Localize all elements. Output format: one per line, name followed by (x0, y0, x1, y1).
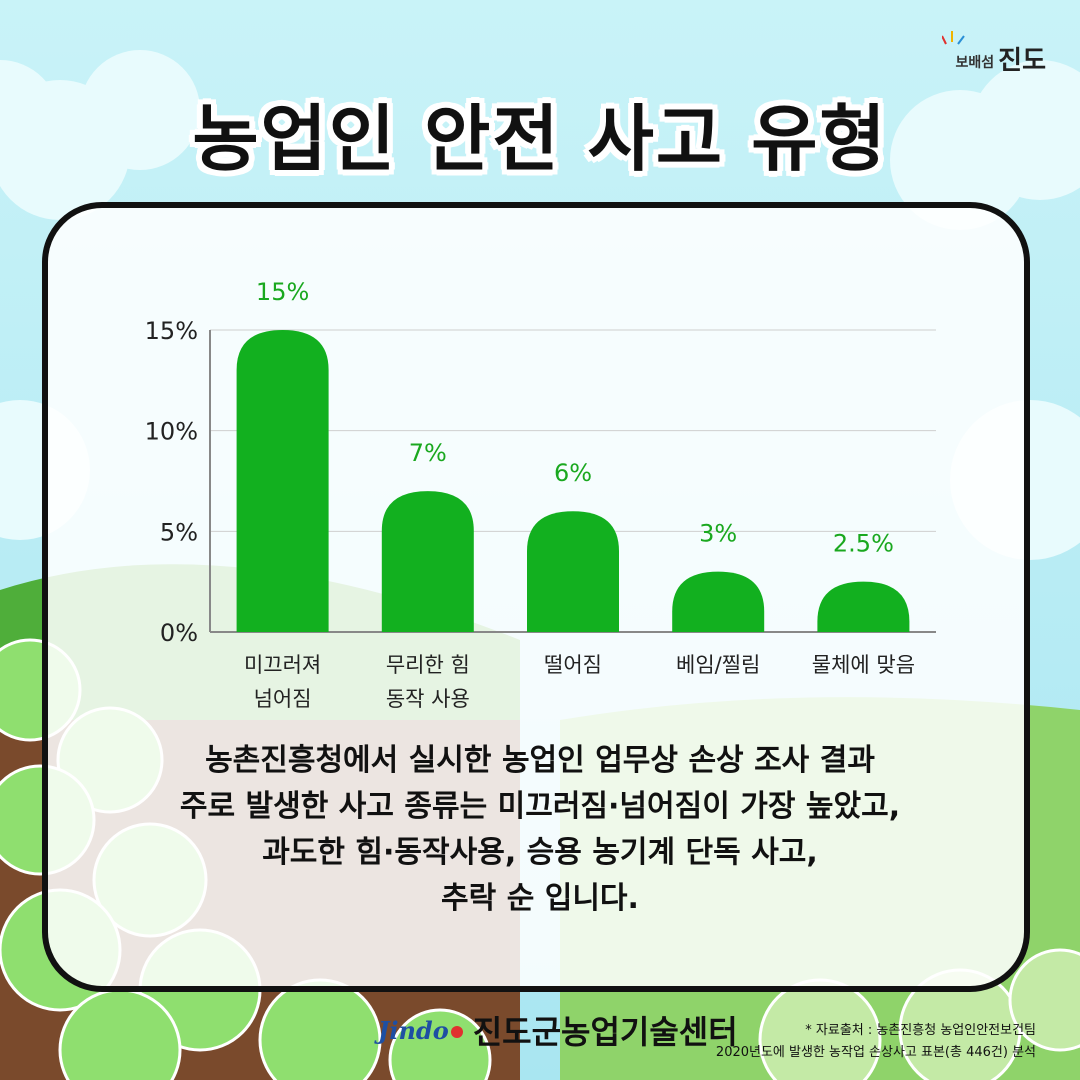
bar (817, 581, 910, 632)
x-tick-label: 베임/찔림 (676, 653, 760, 677)
description-line-3: 과도한 힘·동작사용, 승용 농기계 단독 사고, (262, 835, 818, 870)
source-line-2: 2020년도에 발생한 농작업 손상사고 표본(총 446건) 분석 (715, 1045, 1036, 1060)
brand-logo: 보배섬 진도 (941, 31, 1046, 77)
bar (236, 330, 329, 632)
y-tick-label: 0% (160, 619, 198, 647)
jindo-logo-text: Jindo (378, 1015, 449, 1045)
jindo-mark-icon (450, 1026, 463, 1038)
bar (527, 511, 619, 632)
y-tick-label: 10% (145, 418, 198, 446)
source-note: * 자료출처 : 농촌진흥청 농업인안전보건팀 2020년도에 발생한 농작업 … (716, 1020, 1036, 1064)
x-tick-label: 미끄러져 (244, 653, 321, 677)
source-line-1: * 자료출처 : 농촌진흥청 농업인안전보건팀 (805, 1023, 1036, 1038)
organization-name: 진도군농업기술센터 (472, 1013, 738, 1051)
bar (672, 571, 765, 632)
description: 농촌진흥청에서 실시한 농업인 업무상 손상 조사 결과 주로 발생한 사고 종… (80, 738, 1000, 922)
description-line-2: 주로 발생한 사고 종류는 미끄러짐·넘어짐이 가장 높았고, (179, 789, 901, 824)
x-tick-label: 떨어짐 (544, 653, 602, 677)
x-tick-label: 넘어짐 (254, 687, 312, 711)
sun-rays-icon (941, 31, 965, 45)
description-line-1: 농촌진흥청에서 실시한 농업인 업무상 손상 조사 결과 (205, 743, 875, 778)
footer-logo: Jindo 진도군농업기술센터 (378, 1008, 738, 1052)
jindo-logo: Jindo (378, 1016, 463, 1045)
data-label: 6% (554, 459, 592, 487)
x-tick-label: 물체에 맞음 (812, 653, 915, 677)
y-tick-label: 5% (160, 518, 198, 546)
y-tick-label: 15% (145, 317, 198, 345)
x-tick-label: 동작 사용 (386, 687, 470, 711)
data-label: 7% (409, 439, 447, 467)
brand-small-text: 보배섬 (955, 54, 995, 71)
data-label: 2.5% (833, 530, 894, 558)
brand-large-text: 진도 (998, 46, 1046, 76)
description-line-4: 추락 순 입니다. (441, 881, 639, 916)
x-tick-label: 무리한 힘 (386, 653, 470, 677)
page-title: 농업인 안전 사고 유형 (192, 97, 888, 181)
data-label: 15% (256, 278, 309, 306)
bar (381, 491, 474, 632)
data-label: 3% (699, 520, 737, 548)
